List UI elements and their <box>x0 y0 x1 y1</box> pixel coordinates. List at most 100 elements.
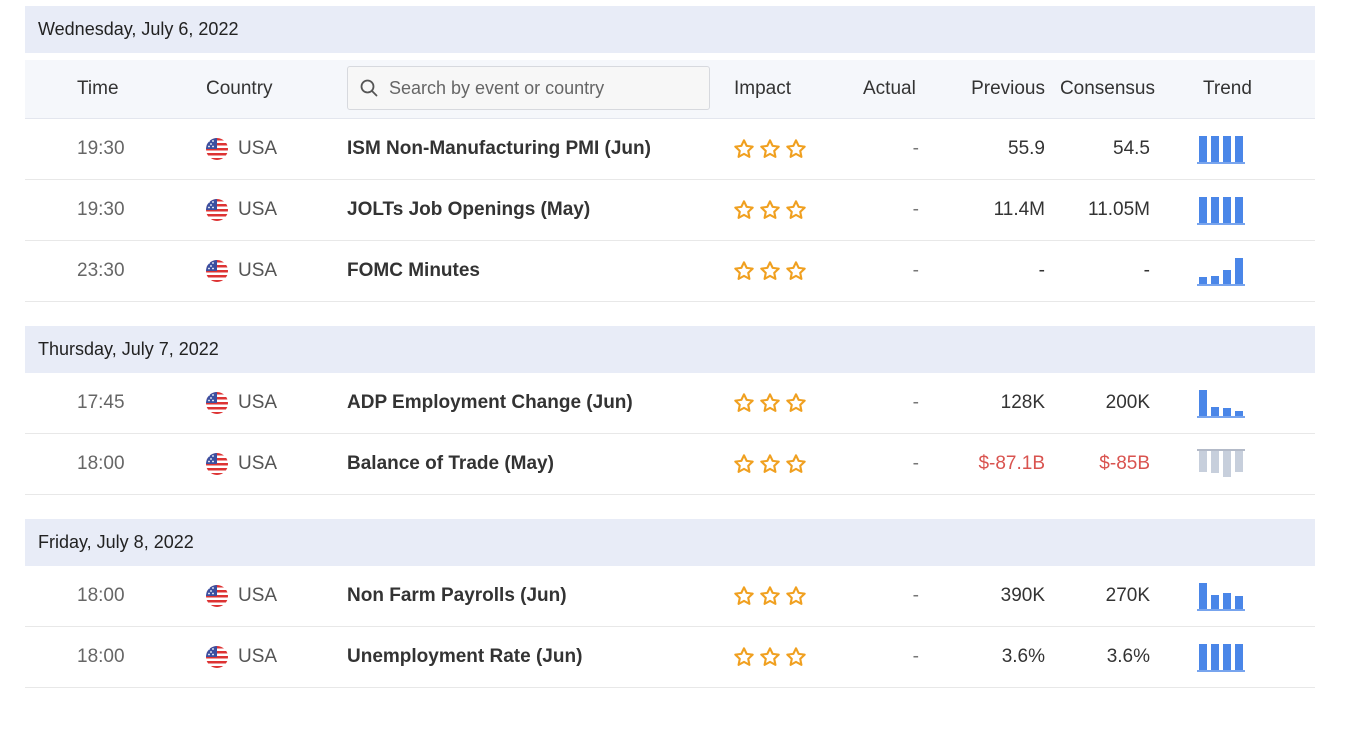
event-name[interactable]: ISM Non-Manufacturing PMI (Jun) <box>347 138 651 159</box>
event-row[interactable]: 18:00 USA Balance of Trade (May) <box>25 434 1315 495</box>
country-name: USA <box>238 138 278 159</box>
star-icon <box>786 261 806 280</box>
event-list: 18:00 USA Non Farm Payrolls (Jun) <box>25 566 1315 688</box>
trend-bar <box>1223 136 1231 162</box>
trend-chart <box>1197 180 1257 240</box>
trend-bar <box>1235 411 1243 416</box>
star-icon <box>786 647 806 666</box>
usa-flag-icon <box>206 646 228 668</box>
column-header-previous[interactable]: Previous <box>971 78 1045 99</box>
trend-bar <box>1211 595 1219 609</box>
trend-bar <box>1223 593 1231 609</box>
trend-bars <box>1197 136 1245 164</box>
trend-bar <box>1223 644 1231 670</box>
star-icon <box>760 647 780 666</box>
actual-value: - <box>912 199 919 220</box>
search-box[interactable] <box>347 66 710 110</box>
column-header-time[interactable]: Time <box>77 78 119 99</box>
actual-value: - <box>912 646 919 667</box>
column-header-consensus[interactable]: Consensus <box>1059 78 1155 99</box>
star-icon <box>734 586 754 605</box>
trend-bars <box>1197 390 1245 418</box>
trend-bar <box>1223 270 1231 284</box>
column-header-actual[interactable]: Actual <box>863 78 916 99</box>
trend-bars <box>1197 197 1245 225</box>
event-time: 19:30 <box>77 199 125 220</box>
event-row[interactable]: 23:30 USA FOMC Minutes <box>25 241 1315 302</box>
trend-bar <box>1199 644 1207 670</box>
usa-flag-icon <box>206 199 228 221</box>
column-header-country[interactable]: Country <box>206 78 273 99</box>
event-country: USA <box>206 241 326 301</box>
trend-chart <box>1197 627 1257 687</box>
event-row[interactable]: 19:30 USA JOLTs Job Openings (May) <box>25 180 1315 241</box>
impact-rating <box>733 373 833 433</box>
trend-bar <box>1235 197 1243 223</box>
event-name[interactable]: FOMC Minutes <box>347 260 480 281</box>
day-header: Friday, July 8, 2022 <box>25 519 1315 566</box>
actual-value: - <box>912 392 919 413</box>
impact-rating <box>733 241 833 301</box>
impact-rating <box>733 566 833 626</box>
search-icon <box>360 79 378 97</box>
trend-chart <box>1197 119 1257 179</box>
event-list: 19:30 USA ISM Non-Manufacturing PMI (J <box>25 119 1315 302</box>
impact-rating <box>733 434 833 494</box>
day-date: Wednesday, July 6, 2022 <box>38 19 239 39</box>
previous-value: $-87.1B <box>978 453 1045 474</box>
star-icon <box>734 393 754 412</box>
trend-bar <box>1235 596 1243 609</box>
consensus-value: 270K <box>1105 585 1150 606</box>
star-icon <box>734 261 754 280</box>
event-country: USA <box>206 373 326 433</box>
country-name: USA <box>238 646 278 667</box>
actual-value: - <box>912 260 919 281</box>
star-icon <box>760 586 780 605</box>
previous-value: - <box>1038 260 1045 281</box>
event-time: 18:00 <box>77 453 125 474</box>
star-icon <box>734 647 754 666</box>
event-name[interactable]: ADP Employment Change (Jun) <box>347 392 633 413</box>
trend-chart <box>1197 434 1257 494</box>
star-icon <box>760 393 780 412</box>
event-country: USA <box>206 566 326 626</box>
country-name: USA <box>238 392 278 413</box>
day-group: Thursday, July 7, 2022 17:45 USA <box>25 326 1315 495</box>
event-row[interactable]: 18:00 USA Non Farm Payrolls (Jun) <box>25 566 1315 627</box>
event-time: 23:30 <box>77 260 125 281</box>
trend-bar <box>1199 277 1207 284</box>
event-name[interactable]: Unemployment Rate (Jun) <box>347 646 583 667</box>
trend-bar <box>1199 136 1207 162</box>
event-name[interactable]: JOLTs Job Openings (May) <box>347 199 591 220</box>
trend-bar <box>1211 136 1219 162</box>
column-header-trend[interactable]: Trend <box>1203 78 1252 99</box>
star-icon <box>786 139 806 158</box>
trend-chart <box>1197 566 1257 626</box>
star-icon <box>786 454 806 473</box>
trend-bar <box>1199 390 1207 416</box>
trend-bar <box>1211 644 1219 670</box>
day-header: Thursday, July 7, 2022 <box>25 326 1315 373</box>
consensus-value: - <box>1143 260 1150 281</box>
trend-bar <box>1223 408 1231 416</box>
event-row[interactable]: 19:30 USA ISM Non-Manufacturing PMI (J <box>25 119 1315 180</box>
country-name: USA <box>238 453 278 474</box>
event-time: 18:00 <box>77 585 125 606</box>
event-name[interactable]: Balance of Trade (May) <box>347 453 554 474</box>
event-row[interactable]: 18:00 USA Unemployment Rate (Jun) <box>25 627 1315 688</box>
column-header-impact[interactable]: Impact <box>734 78 792 99</box>
usa-flag-icon <box>206 138 228 160</box>
trend-bar <box>1235 451 1243 472</box>
usa-flag-icon <box>206 260 228 282</box>
usa-flag-icon <box>206 392 228 414</box>
usa-flag-icon <box>206 585 228 607</box>
trend-bar <box>1223 451 1231 477</box>
event-time: 18:00 <box>77 646 125 667</box>
event-country: USA <box>206 627 326 687</box>
event-row[interactable]: 17:45 USA ADP Employment Change (Jun) <box>25 373 1315 434</box>
event-list: 17:45 USA ADP Employment Change (Jun) <box>25 373 1315 495</box>
event-name[interactable]: Non Farm Payrolls (Jun) <box>347 585 567 606</box>
star-icon <box>734 139 754 158</box>
search-input[interactable] <box>387 76 691 100</box>
trend-chart <box>1197 373 1257 433</box>
